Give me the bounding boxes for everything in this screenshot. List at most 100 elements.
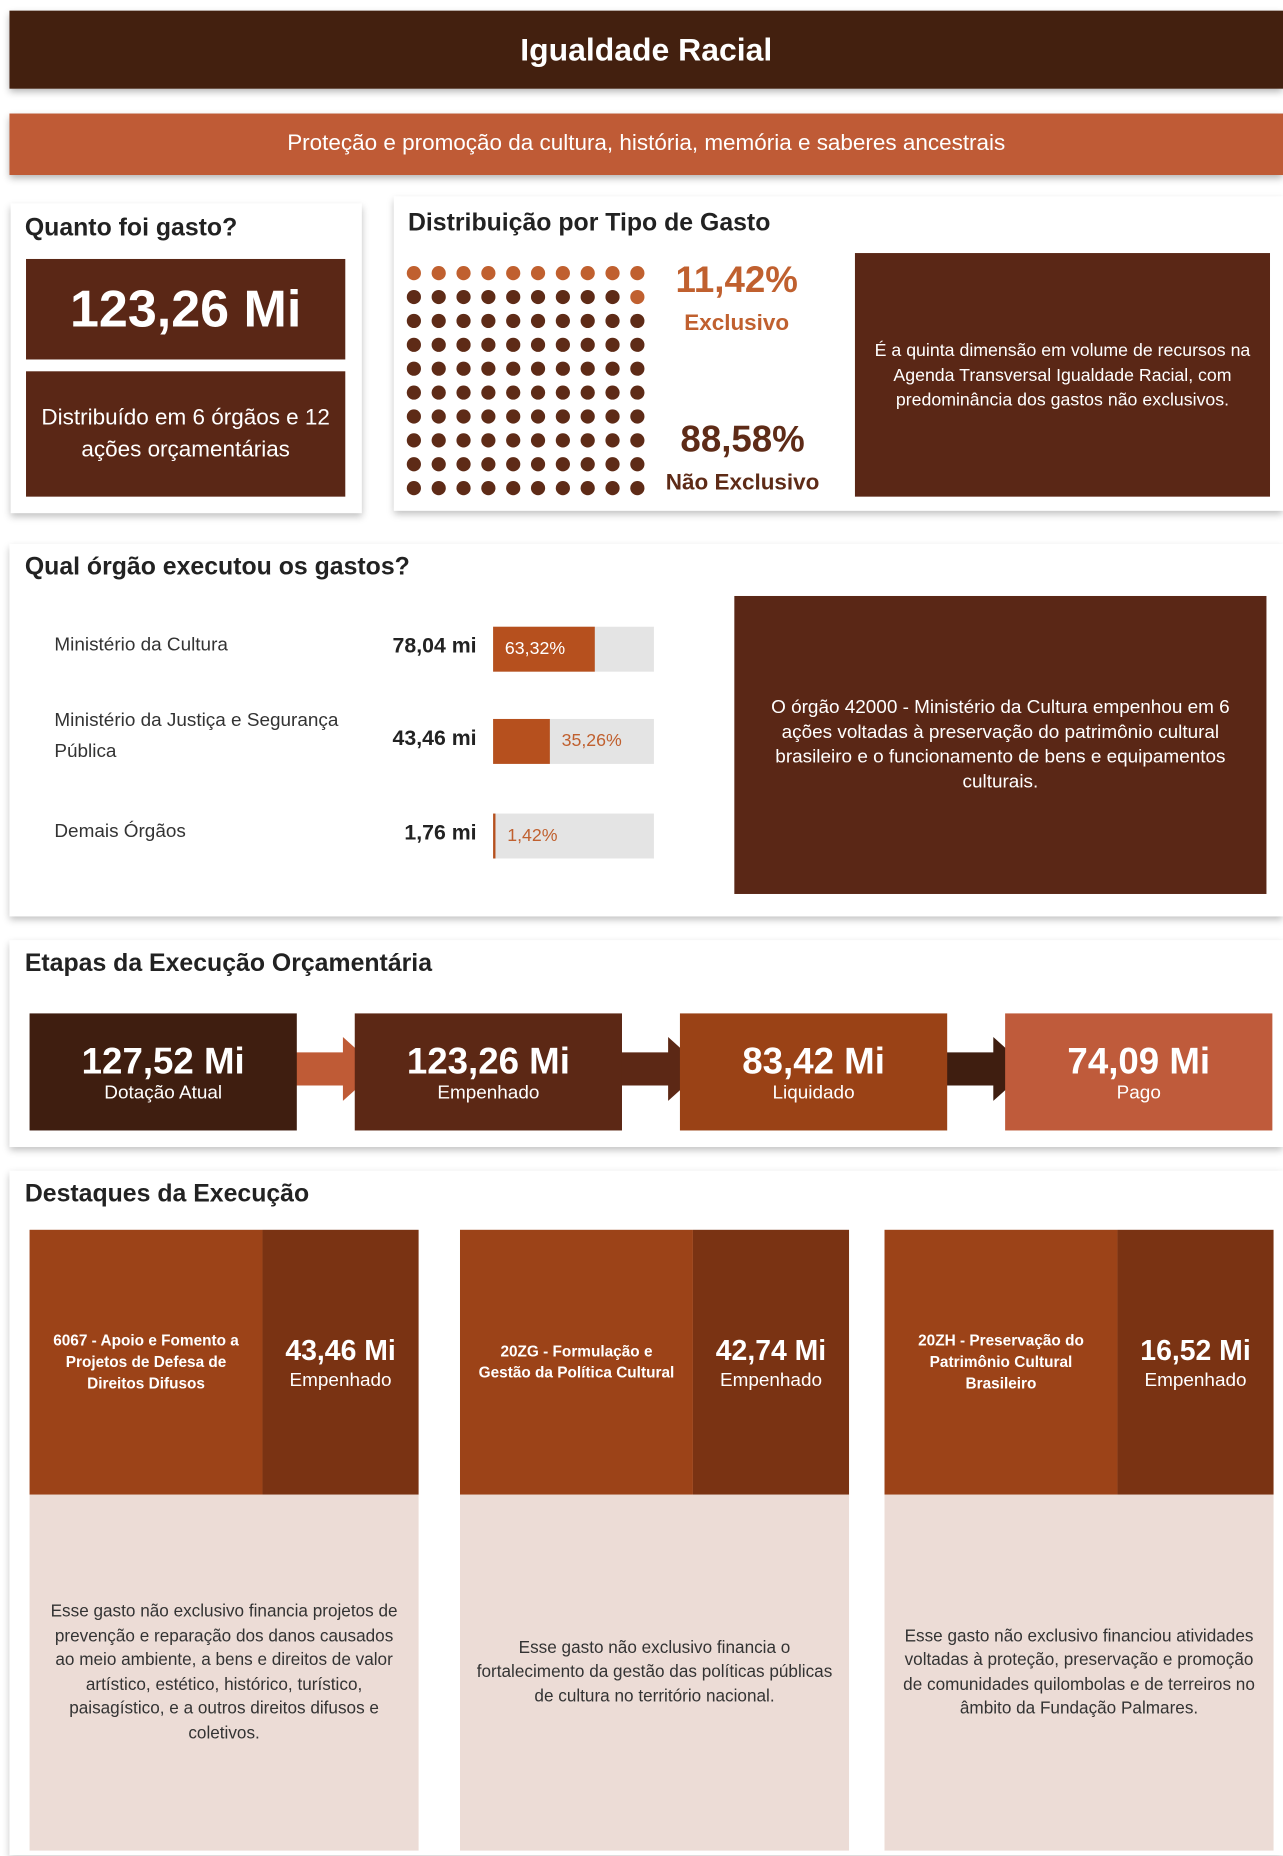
subtitle: Proteção e promoção da cultura, história… xyxy=(9,113,1283,176)
dot xyxy=(431,481,446,496)
dot xyxy=(431,337,446,352)
dot xyxy=(630,266,645,281)
dot xyxy=(506,313,521,329)
dot xyxy=(555,337,570,352)
action-name: 20ZH - Preservação do Patrimônio Cultura… xyxy=(884,1229,1118,1495)
dot xyxy=(580,481,595,496)
dot xyxy=(555,289,570,305)
dot xyxy=(630,481,645,496)
dot xyxy=(580,337,595,352)
dot xyxy=(605,457,620,472)
organ-name: Ministério da Justiça e Segurança Públic… xyxy=(54,710,339,762)
dot xyxy=(530,266,546,281)
stage-box: 123,26 Mi Empenhado xyxy=(354,1013,622,1131)
dot xyxy=(456,481,471,496)
dot xyxy=(605,433,620,448)
dot xyxy=(406,433,421,448)
dot xyxy=(530,385,546,400)
dot xyxy=(481,289,496,305)
distribution-title: Distribuição por Tipo de Gasto xyxy=(407,209,771,237)
dot xyxy=(481,385,496,400)
dot xyxy=(630,433,645,448)
action-value: 42,74 Mi xyxy=(715,1335,827,1367)
dot xyxy=(530,337,546,352)
action-description: Esse gasto não exclusivo financia projet… xyxy=(29,1494,419,1851)
stages-card: Etapas da Execução Orçamentária 127,52 M… xyxy=(9,940,1283,1148)
bar xyxy=(493,718,550,764)
dot xyxy=(580,266,595,281)
spending-card: Quanto foi gasto? 123,26 Mi Distribuído … xyxy=(10,203,362,514)
dot xyxy=(481,361,496,376)
dot xyxy=(456,289,471,305)
dot xyxy=(555,433,570,448)
dot xyxy=(580,385,595,400)
dot xyxy=(431,361,446,376)
dot xyxy=(481,457,496,472)
dot xyxy=(580,361,595,376)
spending-title: Quanto foi gasto? xyxy=(24,214,238,242)
dot xyxy=(555,409,570,424)
dot xyxy=(431,409,446,424)
dot xyxy=(406,385,421,400)
dot xyxy=(530,409,546,424)
dot xyxy=(481,313,496,329)
organ-amount: 43,46 mi xyxy=(392,726,477,750)
stage-value: 123,26 Mi xyxy=(406,1040,570,1082)
dot xyxy=(506,481,521,496)
dot xyxy=(506,361,521,376)
action-label: Empenhado xyxy=(719,1370,823,1391)
action-value-box: 43,46 Mi Empenhado xyxy=(262,1229,419,1495)
organs-title: Qual órgão executou os gastos? xyxy=(24,553,410,581)
dot xyxy=(456,266,471,281)
dot xyxy=(456,385,471,400)
dot xyxy=(580,313,595,329)
dot xyxy=(431,433,446,448)
dot xyxy=(605,337,620,352)
non-exclusive-percent: 88,58% xyxy=(680,418,805,460)
dot xyxy=(530,289,546,305)
organ-name: Ministério da Cultura xyxy=(54,635,228,656)
dot xyxy=(506,337,521,352)
dot xyxy=(506,385,521,400)
dot xyxy=(605,409,620,424)
dot xyxy=(530,313,546,329)
stage-label: Pago xyxy=(1116,1082,1161,1103)
distribution-card: Distribuição por Tipo de Gasto 11,42% Ex… xyxy=(393,196,1283,511)
dot xyxy=(580,289,595,305)
action-value-box: 42,74 Mi Empenhado xyxy=(692,1229,850,1495)
dot xyxy=(506,409,521,424)
dot xyxy=(605,266,620,281)
dot xyxy=(530,361,546,376)
dot xyxy=(580,433,595,448)
dot xyxy=(530,433,546,448)
dot xyxy=(481,433,496,448)
dot xyxy=(406,313,421,329)
stage-label: Empenhado xyxy=(437,1082,540,1103)
dot xyxy=(605,385,620,400)
dot xyxy=(506,266,521,281)
dot xyxy=(456,313,471,329)
exclusive-percent: 11,42% xyxy=(675,258,798,301)
dot xyxy=(481,481,496,496)
stage-box: 127,52 Mi Dotação Atual xyxy=(29,1013,297,1131)
dot xyxy=(630,385,645,400)
action-description: Esse gasto não exclusivo financia o fort… xyxy=(459,1494,850,1851)
bar xyxy=(493,626,595,672)
dot xyxy=(456,457,471,472)
dot xyxy=(431,313,446,329)
organ-name: Demais Órgãos xyxy=(54,821,186,842)
dot xyxy=(406,409,421,424)
dot xyxy=(506,289,521,305)
organ-amount: 78,04 mi xyxy=(392,633,477,658)
action-name: 6067 - Apoio e Fomento a Projetos de Def… xyxy=(29,1229,263,1495)
bar-label: 63,32% xyxy=(504,638,566,659)
dot xyxy=(406,289,421,305)
action-name: 20ZG - Formulação e Gestão da Política C… xyxy=(459,1229,693,1495)
dot xyxy=(630,361,645,376)
exclusive-name: Exclusivo xyxy=(684,310,790,336)
dot xyxy=(555,266,570,281)
highlights-title: Destaques da Execução xyxy=(24,1180,310,1208)
dot xyxy=(555,385,570,400)
